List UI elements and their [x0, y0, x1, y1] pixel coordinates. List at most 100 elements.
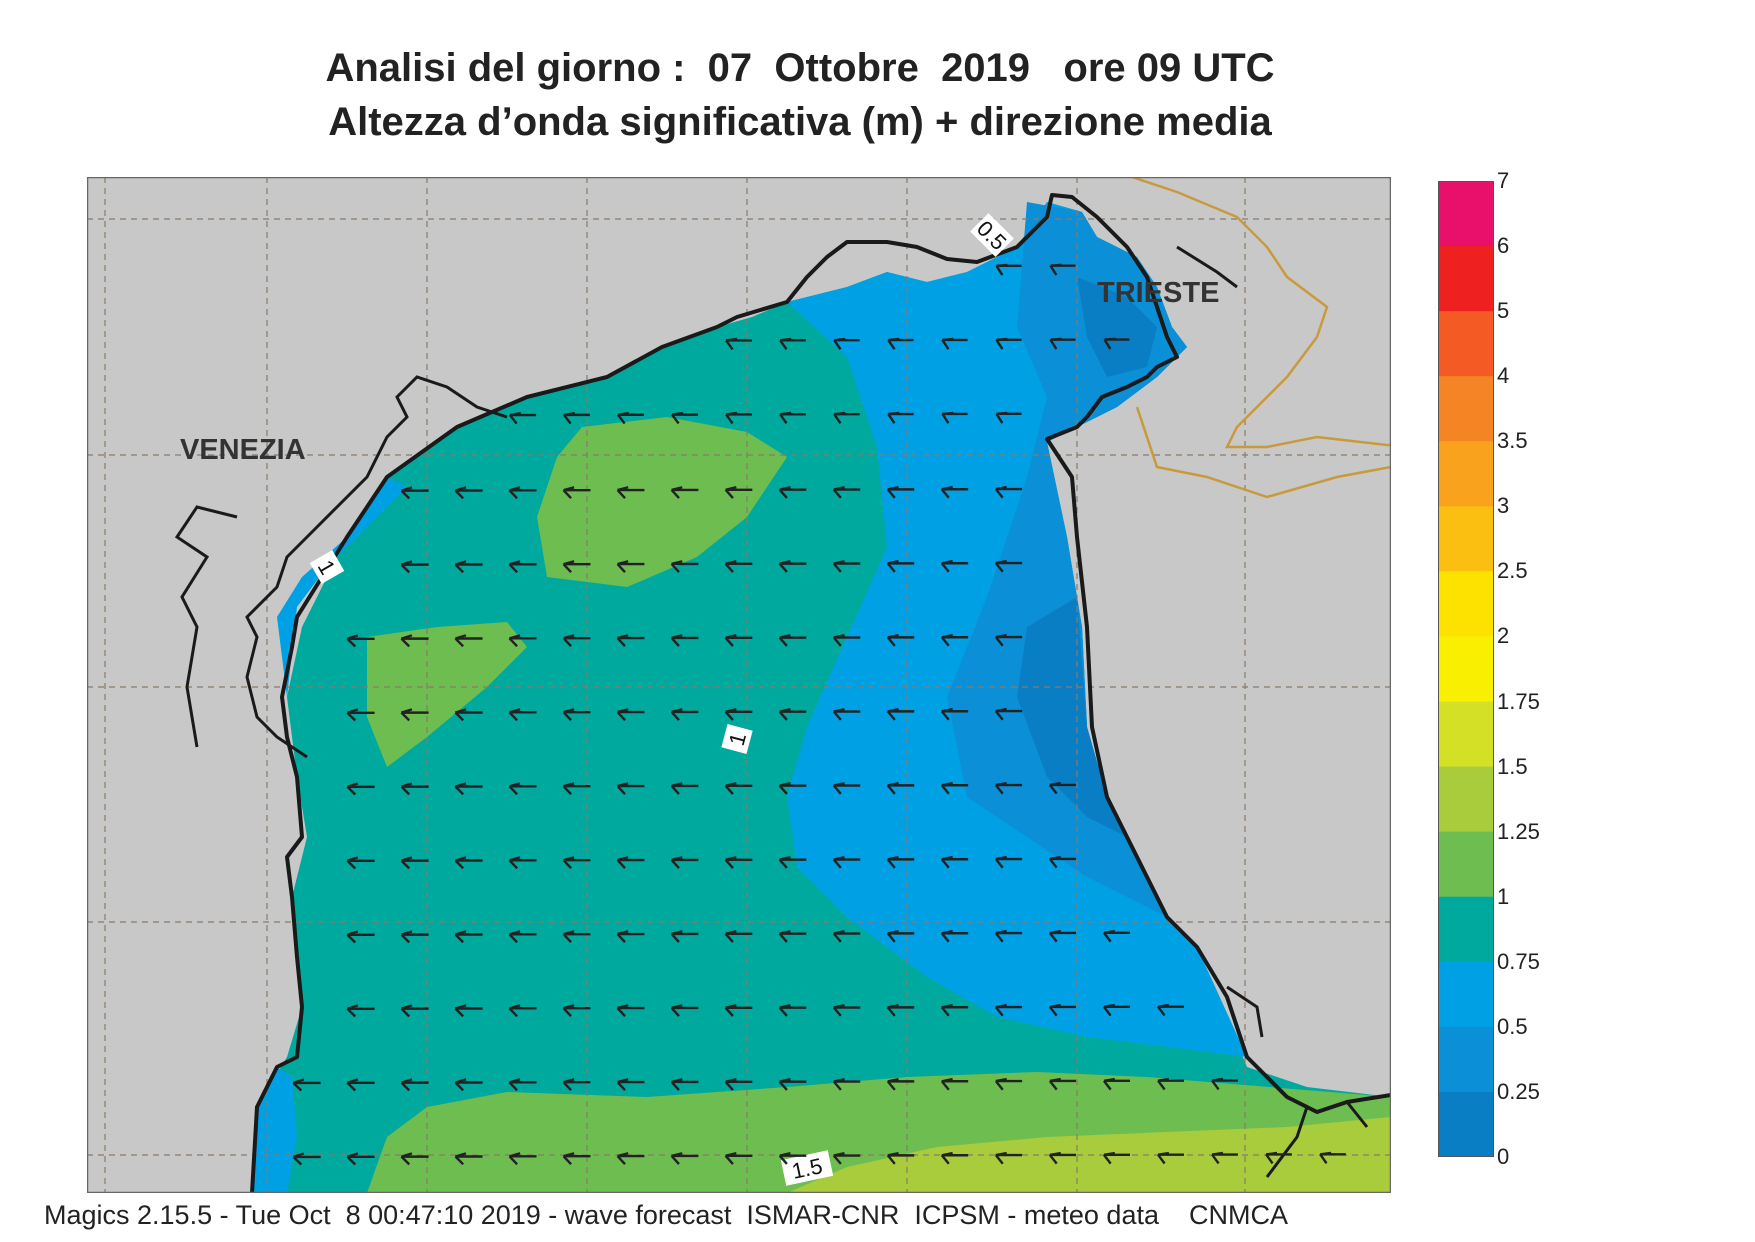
wave-arrow-head: [994, 1003, 1007, 1017]
wave-arrow-head: [994, 707, 1007, 721]
wave-arrow-head: [778, 1078, 791, 1091]
wave-arrow-head: [670, 930, 683, 943]
wave-arrow-head: [454, 856, 467, 870]
legend-tick-label: 2: [1497, 623, 1510, 649]
wave-arrow-head: [724, 1078, 737, 1091]
wave-arrow-head: [778, 634, 791, 647]
wave-arrow-head: [1157, 1077, 1170, 1091]
legend-tick-label: 1: [1497, 883, 1510, 909]
wave-arrow-head: [886, 707, 899, 721]
wave-arrow-head: [886, 559, 899, 573]
chart-subtitle: Altezza d’onda significativa (m) + direz…: [328, 100, 1272, 144]
wave-arrow-head: [941, 411, 954, 424]
wave-arrow-head: [1103, 1003, 1116, 1017]
wave-zone-0.5-0.75: [947, 202, 1187, 917]
wave-arrow-head: [400, 486, 413, 500]
wave-arrow-head: [724, 856, 737, 869]
wave-arrow-head: [725, 411, 738, 425]
wave-arrow-head: [724, 782, 737, 795]
wave-arrow-head: [346, 1004, 359, 1018]
wave-arrow-head: [778, 560, 791, 573]
wave-arrow-head: [995, 337, 1008, 350]
wave-arrow-head: [346, 634, 359, 648]
wave-arrow-head: [508, 930, 521, 944]
wave-arrow-head: [346, 782, 359, 796]
wave-arrow-head: [616, 782, 629, 795]
legend-tick-label: 1.5: [1497, 753, 1528, 779]
wave-arrow-head: [832, 929, 845, 943]
wave-arrow-head: [994, 929, 1007, 943]
wave-arrow-head: [778, 856, 791, 869]
wave-arrow-head: [1048, 855, 1061, 869]
wave-arrow-head: [832, 707, 845, 721]
wave-arrow-head: [616, 856, 629, 869]
legend-tick-label: 4: [1497, 363, 1510, 389]
wave-arrow-head: [1157, 1151, 1170, 1165]
wave-arrow-head: [454, 634, 467, 648]
city-label-trieste: TRIESTE: [1097, 277, 1219, 309]
wave-arrow-head: [292, 1152, 305, 1166]
legend-tick-label: 6: [1497, 233, 1510, 259]
wave-arrow-head: [400, 1078, 413, 1092]
wave-arrow-head: [454, 486, 467, 500]
wave-arrow-head: [670, 708, 683, 721]
wave-arrow-head: [616, 930, 629, 943]
wave-arrow-head: [994, 559, 1007, 573]
wave-arrow-head: [508, 411, 521, 425]
wave-arrow-head: [995, 411, 1008, 424]
wave-zone-0.25-0.5: [1017, 277, 1157, 837]
map-frame: [87, 177, 1391, 1193]
wave-arrow-head: [1048, 781, 1061, 795]
wave-arrow-head: [508, 560, 521, 574]
wave-arrow-head: [508, 1078, 521, 1092]
legend-tick-label: 0.75: [1497, 948, 1540, 974]
wave-arrow-head: [1103, 337, 1116, 350]
legend-tick-label: 1.25: [1497, 818, 1540, 844]
wave-arrow-head: [994, 781, 1007, 795]
legend-swatch: [1438, 1026, 1494, 1093]
wave-height-map: 0.5 1 1 1.5 VENEZIA TRIESTE: [87, 177, 1391, 1193]
legend-swatch: [1438, 506, 1494, 572]
wave-arrow-head: [670, 486, 683, 499]
wave-arrow-head: [940, 929, 953, 943]
wave-arrow-head: [994, 1151, 1007, 1165]
wave-arrow-head: [886, 929, 899, 943]
wave-arrow-head: [400, 856, 413, 870]
wave-arrow-head: [670, 1152, 683, 1165]
wave-arrow-head: [1103, 1077, 1116, 1091]
wave-arrow-head: [454, 1004, 467, 1018]
legend-tick-label: 0.5: [1497, 1013, 1528, 1039]
wave-arrow-head: [1265, 1151, 1278, 1165]
svg-text:1.5: 1.5: [790, 1153, 825, 1184]
wave-arrow-head: [671, 411, 684, 425]
wave-arrow-head: [886, 1003, 899, 1017]
wave-arrow-head: [508, 486, 521, 500]
wave-arrow-head: [779, 337, 792, 351]
wave-arrow-head: [508, 1004, 521, 1018]
wave-arrow-head: [346, 856, 359, 870]
wave-arrow-head: [562, 486, 575, 500]
wave-arrow-head: [833, 411, 846, 424]
wave-arrow-head: [400, 560, 413, 574]
wave-arrow-head: [454, 1152, 467, 1166]
wave-arrow-head: [1048, 1077, 1061, 1091]
wave-arrow-head: [1103, 1151, 1116, 1165]
wave-arrow-head: [995, 263, 1008, 276]
wave-arrow-head: [725, 337, 738, 351]
croatia-coast: [1226, 985, 1369, 1178]
wave-arrow-head: [940, 485, 953, 499]
wave-arrow-head: [346, 1152, 359, 1166]
legend-swatch: [1438, 831, 1494, 898]
wave-arrow-head: [562, 560, 575, 574]
wave-arrow-head: [400, 1152, 413, 1166]
contour-label-1-west: 1: [309, 550, 345, 584]
wave-arrow-head: [724, 486, 737, 499]
wave-arrow-head: [616, 1152, 629, 1165]
wave-arrow-head: [454, 782, 467, 796]
legend-tick-label: 0: [1497, 1144, 1510, 1169]
legend-swatch: [1438, 961, 1494, 1028]
wave-arrow-head: [832, 781, 845, 795]
legend-tick-label: 2.5: [1497, 558, 1528, 584]
wave-arrow-head: [616, 1004, 629, 1017]
border-line: [1131, 177, 1391, 499]
